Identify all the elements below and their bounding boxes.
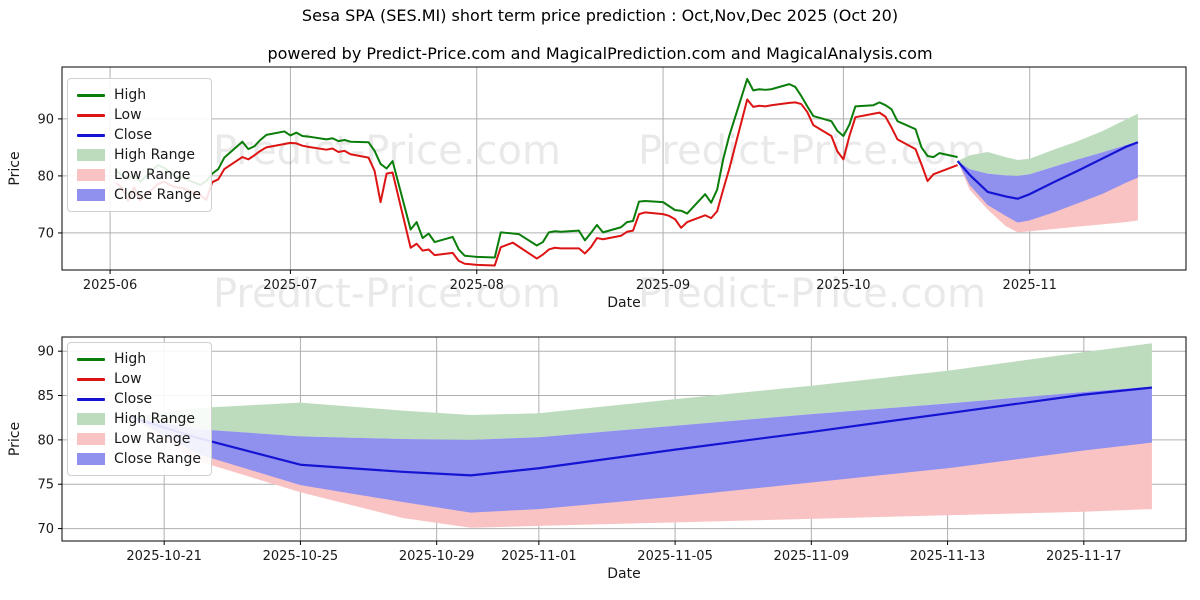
- x-tick-label: 2025-07: [263, 278, 317, 293]
- legend-line-swatch: [77, 357, 105, 361]
- legend-item-label: Close: [114, 127, 153, 143]
- plot-border: [61, 66, 1187, 271]
- x-tick-label: 2025-11-01: [501, 549, 577, 564]
- y-tick-label: 80: [37, 433, 54, 448]
- legend-item-label: Low Range: [114, 431, 191, 447]
- y-axis-label: Price: [7, 422, 23, 456]
- legend-line-swatch: [77, 93, 105, 97]
- legend-bottom-chart: High Low Close High Range Low Range Close Ran…: [67, 342, 212, 476]
- legend-line-swatch: [77, 397, 105, 401]
- figure-title: Sesa SPA (SES.MI) short term price predi…: [301, 6, 899, 25]
- legend-patch-swatch: [77, 189, 105, 201]
- x-axis-label: Date: [607, 566, 640, 582]
- legend-item-label: Low Range: [114, 167, 191, 183]
- y-tick-label: 70: [37, 522, 54, 537]
- watermark-text: Predict-Price.com: [638, 271, 986, 317]
- x-tick-label: 2025-09: [636, 278, 690, 293]
- x-tick-label: 2025-06: [83, 278, 137, 293]
- y-tick-label: 80: [37, 169, 54, 184]
- legend-item-high-range: High Range: [77, 145, 203, 165]
- legend-line-swatch: [77, 113, 105, 117]
- legend-item-label: Low: [114, 371, 142, 387]
- y-tick-label: 85: [37, 389, 54, 404]
- legend-item-high: High: [77, 349, 203, 369]
- legend-item-close: Close: [77, 389, 203, 409]
- y-tick-label: 70: [37, 226, 54, 241]
- legend-top-chart: High Low Close High Range Low Range Close Ran…: [67, 78, 212, 212]
- close-line: [956, 141, 1139, 200]
- legend-item-label: Close: [114, 391, 153, 407]
- x-tick-label: 2025-10-21: [126, 549, 202, 564]
- close-range-band: [130, 386, 1152, 513]
- legend-item-low: Low: [77, 105, 203, 125]
- x-tick-label: 2025-08: [450, 278, 504, 293]
- legend-item-label: Close Range: [114, 451, 201, 467]
- watermark-text: Predict-Price.com: [638, 128, 986, 174]
- x-tick-label: 2025-11-05: [637, 549, 713, 564]
- legend-item-close: Close: [77, 125, 203, 145]
- legend-item-label: High: [114, 351, 147, 367]
- legend-item-low-range: Low Range: [77, 165, 203, 185]
- legend-item-label: High Range: [114, 147, 195, 163]
- watermark-text: Predict-Price.com: [213, 271, 561, 317]
- legend-item-label: Close Range: [114, 187, 201, 203]
- x-tick-label: 2025-11: [1003, 278, 1057, 293]
- x-axis-label: Date: [607, 295, 640, 311]
- high-line: [115, 77, 958, 259]
- x-tick-label: 2025-11-13: [910, 549, 986, 564]
- legend-item-label: High Range: [114, 411, 195, 427]
- legend-patch-swatch: [77, 433, 105, 445]
- low-line: [115, 98, 958, 267]
- high-range-band: [130, 343, 1152, 440]
- legend-item-close-range: Close Range: [77, 449, 203, 469]
- legend-item-high: High: [77, 85, 203, 105]
- high-range-band: [957, 113, 1138, 176]
- legend-item-high-range: High Range: [77, 409, 203, 429]
- y-tick-label: 90: [37, 112, 54, 127]
- legend-item-label: High: [114, 87, 147, 103]
- plot-border: [61, 336, 1187, 542]
- legend-item-low-range: Low Range: [77, 429, 203, 449]
- x-tick-label: 2025-10: [816, 278, 870, 293]
- x-tick-label: 2025-11-09: [774, 549, 850, 564]
- legend-patch-swatch: [77, 413, 105, 425]
- close-range-band: [957, 141, 1138, 223]
- legend-patch-swatch: [77, 149, 105, 161]
- legend-item-low: Low: [77, 369, 203, 389]
- legend-line-swatch: [77, 133, 105, 137]
- x-tick-label: 2025-10-29: [399, 549, 475, 564]
- legend-line-swatch: [77, 377, 105, 381]
- legend-patch-swatch: [77, 453, 105, 465]
- x-tick-label: 2025-10-25: [263, 549, 339, 564]
- legend-patch-swatch: [77, 169, 105, 181]
- legend-item-label: Low: [114, 107, 142, 123]
- y-tick-label: 75: [37, 478, 54, 493]
- legend-item-close-range: Close Range: [77, 185, 203, 205]
- watermark-text: Predict-Price.com: [213, 128, 561, 174]
- close-line: [129, 386, 1153, 477]
- x-tick-label: 2025-11-17: [1046, 549, 1122, 564]
- y-tick-label: 90: [37, 345, 54, 360]
- figure-subtitle: powered by Predict-Price.com and Magical…: [267, 44, 933, 63]
- y-axis-label: Price: [7, 151, 23, 185]
